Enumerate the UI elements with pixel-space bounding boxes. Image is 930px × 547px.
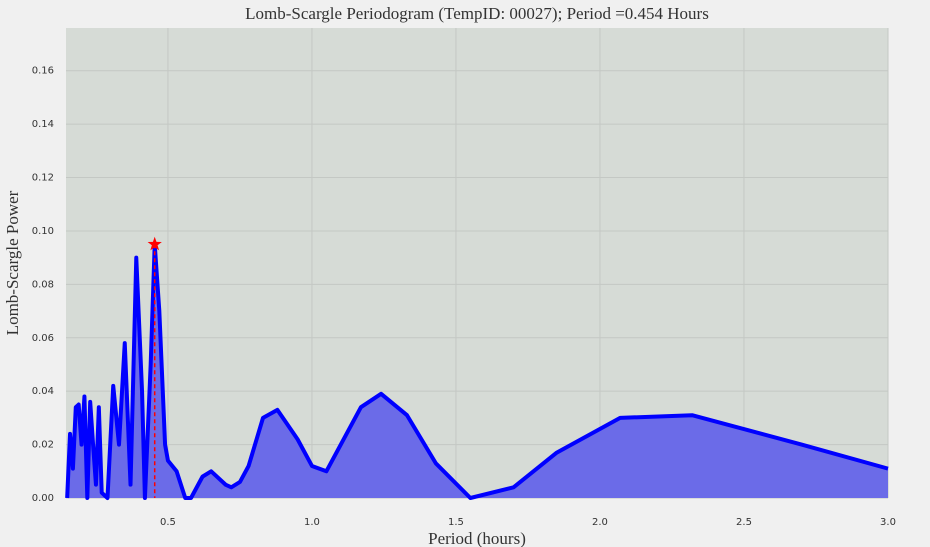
x-tick-label: 1.5 [448, 517, 464, 528]
x-tick-label: 0.5 [160, 517, 176, 528]
y-tick-label: 0.02 [32, 440, 54, 451]
peak-marker [147, 236, 162, 251]
chart-title: Lomb-Scargle Periodogram (TempID: 00027)… [245, 4, 709, 23]
x-tick-label: 3.0 [880, 517, 896, 528]
y-tick-label: 0.04 [32, 386, 54, 397]
y-tick-label: 0.06 [32, 333, 54, 344]
y-tick-label: 0.08 [32, 279, 54, 290]
y-tick-label: 0.10 [32, 226, 54, 237]
y-tick-label: 0.00 [32, 493, 54, 504]
x-tick-label: 1.0 [304, 517, 320, 528]
y-tick-label: 0.14 [32, 119, 54, 130]
area [67, 244, 888, 498]
plot-area [66, 28, 888, 498]
x-axis-label: Period (hours) [428, 529, 526, 547]
y-tick-label: 0.12 [32, 173, 54, 184]
line [65, 242, 889, 500]
y-tick-label: 0.16 [32, 66, 54, 77]
x-tick-label: 2.5 [736, 517, 752, 528]
y-axis-label: Lomb-Scargle Power [3, 190, 22, 335]
x-tick-label: 2.0 [592, 517, 608, 528]
